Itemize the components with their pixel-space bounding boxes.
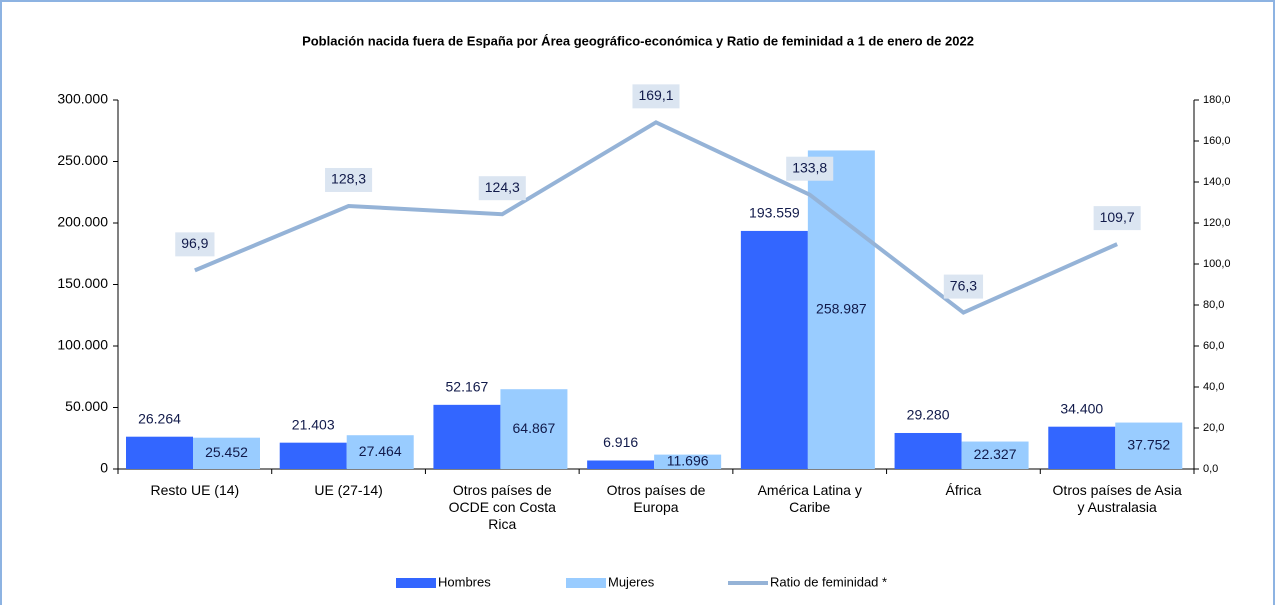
bar <box>587 460 655 469</box>
x-tick-label: UE (27-14) <box>314 482 382 498</box>
data-label: 11.696 <box>667 453 709 469</box>
data-label: 64.867 <box>513 420 556 436</box>
bar <box>279 442 347 469</box>
data-label: 29.280 <box>907 407 950 423</box>
y-tick-label: 200.000 <box>57 214 108 230</box>
data-label: 6.916 <box>603 434 638 450</box>
bar <box>500 389 568 469</box>
bar <box>894 432 962 469</box>
bar <box>193 437 260 469</box>
y2-tick-label: 40,0 <box>1203 381 1224 393</box>
legend-label: Mujeres <box>608 574 655 589</box>
data-label: 52.167 <box>446 379 489 395</box>
y-tick-label: 250.000 <box>57 152 108 168</box>
data-label: 109,7 <box>1100 209 1135 225</box>
bar <box>433 404 501 469</box>
x-tick-label: América Latina y Caribe <box>758 482 862 515</box>
y-tick-label: 0 <box>100 460 108 476</box>
label-bg <box>632 84 680 109</box>
data-label: 26.264 <box>138 410 181 426</box>
label-bg <box>943 274 984 299</box>
data-label: 258.987 <box>816 300 867 316</box>
data-label-box: 124,3 <box>478 176 526 201</box>
data-label: 27.464 <box>359 443 402 459</box>
bar <box>1115 422 1183 469</box>
x-tick-label: Otros países de OCDE con Costa Rica <box>449 482 557 532</box>
data-label: 37.752 <box>1127 436 1170 452</box>
data-label-box: 76,3 <box>943 274 984 299</box>
label-bg <box>478 176 526 201</box>
chart-title: Población nacida fuera de España por Áre… <box>302 33 974 48</box>
label-bg <box>1093 206 1141 231</box>
y2-tick-label: 100,0 <box>1203 258 1231 270</box>
bar <box>1048 426 1116 469</box>
y2-tick-label: 120,0 <box>1203 217 1231 229</box>
y-tick-label: 150.000 <box>57 275 108 291</box>
data-label: 25.452 <box>205 444 248 460</box>
data-label: 193.559 <box>749 205 800 221</box>
legend-label: Ratio de feminidad * <box>770 574 887 589</box>
legend-swatch <box>396 578 436 588</box>
line <box>194 120 1118 315</box>
y-tick-label: 100.000 <box>57 337 108 353</box>
bar <box>961 441 1029 469</box>
data-label: 34.400 <box>1060 400 1103 416</box>
y2-tick-label: 160,0 <box>1203 135 1231 147</box>
bar <box>740 230 808 469</box>
x-tick-label: África <box>946 482 982 498</box>
x-tick-label: Resto UE (14) <box>151 482 240 498</box>
data-label-box: 133,8 <box>786 156 834 181</box>
label-bg <box>786 156 834 181</box>
data-label: 22.327 <box>974 446 1017 462</box>
x-tick-label: Otros países de Europa <box>607 482 706 515</box>
data-label: 169,1 <box>638 87 673 103</box>
y-tick-label: 300.000 <box>57 91 108 107</box>
data-label: 124,3 <box>485 179 520 195</box>
y2-tick-label: 60,0 <box>1203 340 1224 352</box>
label-bg <box>175 232 215 257</box>
data-label: 96,9 <box>181 235 208 251</box>
y2-tick-label: 140,0 <box>1203 176 1231 188</box>
y2-tick-label: 20,0 <box>1203 422 1224 434</box>
legend-swatch <box>566 578 606 588</box>
data-label-box: 169,1 <box>632 84 680 109</box>
bar <box>126 436 193 469</box>
data-label: 128,3 <box>331 171 366 187</box>
label-bg <box>325 167 373 192</box>
data-label-box: 96,9 <box>175 232 215 257</box>
bar <box>346 435 414 469</box>
data-label: 133,8 <box>792 159 827 175</box>
data-label-box: 128,3 <box>325 167 373 192</box>
bar <box>654 454 722 469</box>
legend-label: Hombres <box>438 574 491 589</box>
y2-tick-label: 0,0 <box>1203 463 1218 475</box>
y2-tick-label: 180,0 <box>1203 94 1231 106</box>
data-label-box: 109,7 <box>1093 206 1141 231</box>
data-label: 76,3 <box>950 277 977 293</box>
y-tick-label: 50.000 <box>65 398 108 414</box>
x-tick-label: Otros países de Asia y Australasia <box>1053 482 1182 515</box>
y2-tick-label: 80,0 <box>1203 299 1224 311</box>
data-label: 21.403 <box>292 416 335 432</box>
